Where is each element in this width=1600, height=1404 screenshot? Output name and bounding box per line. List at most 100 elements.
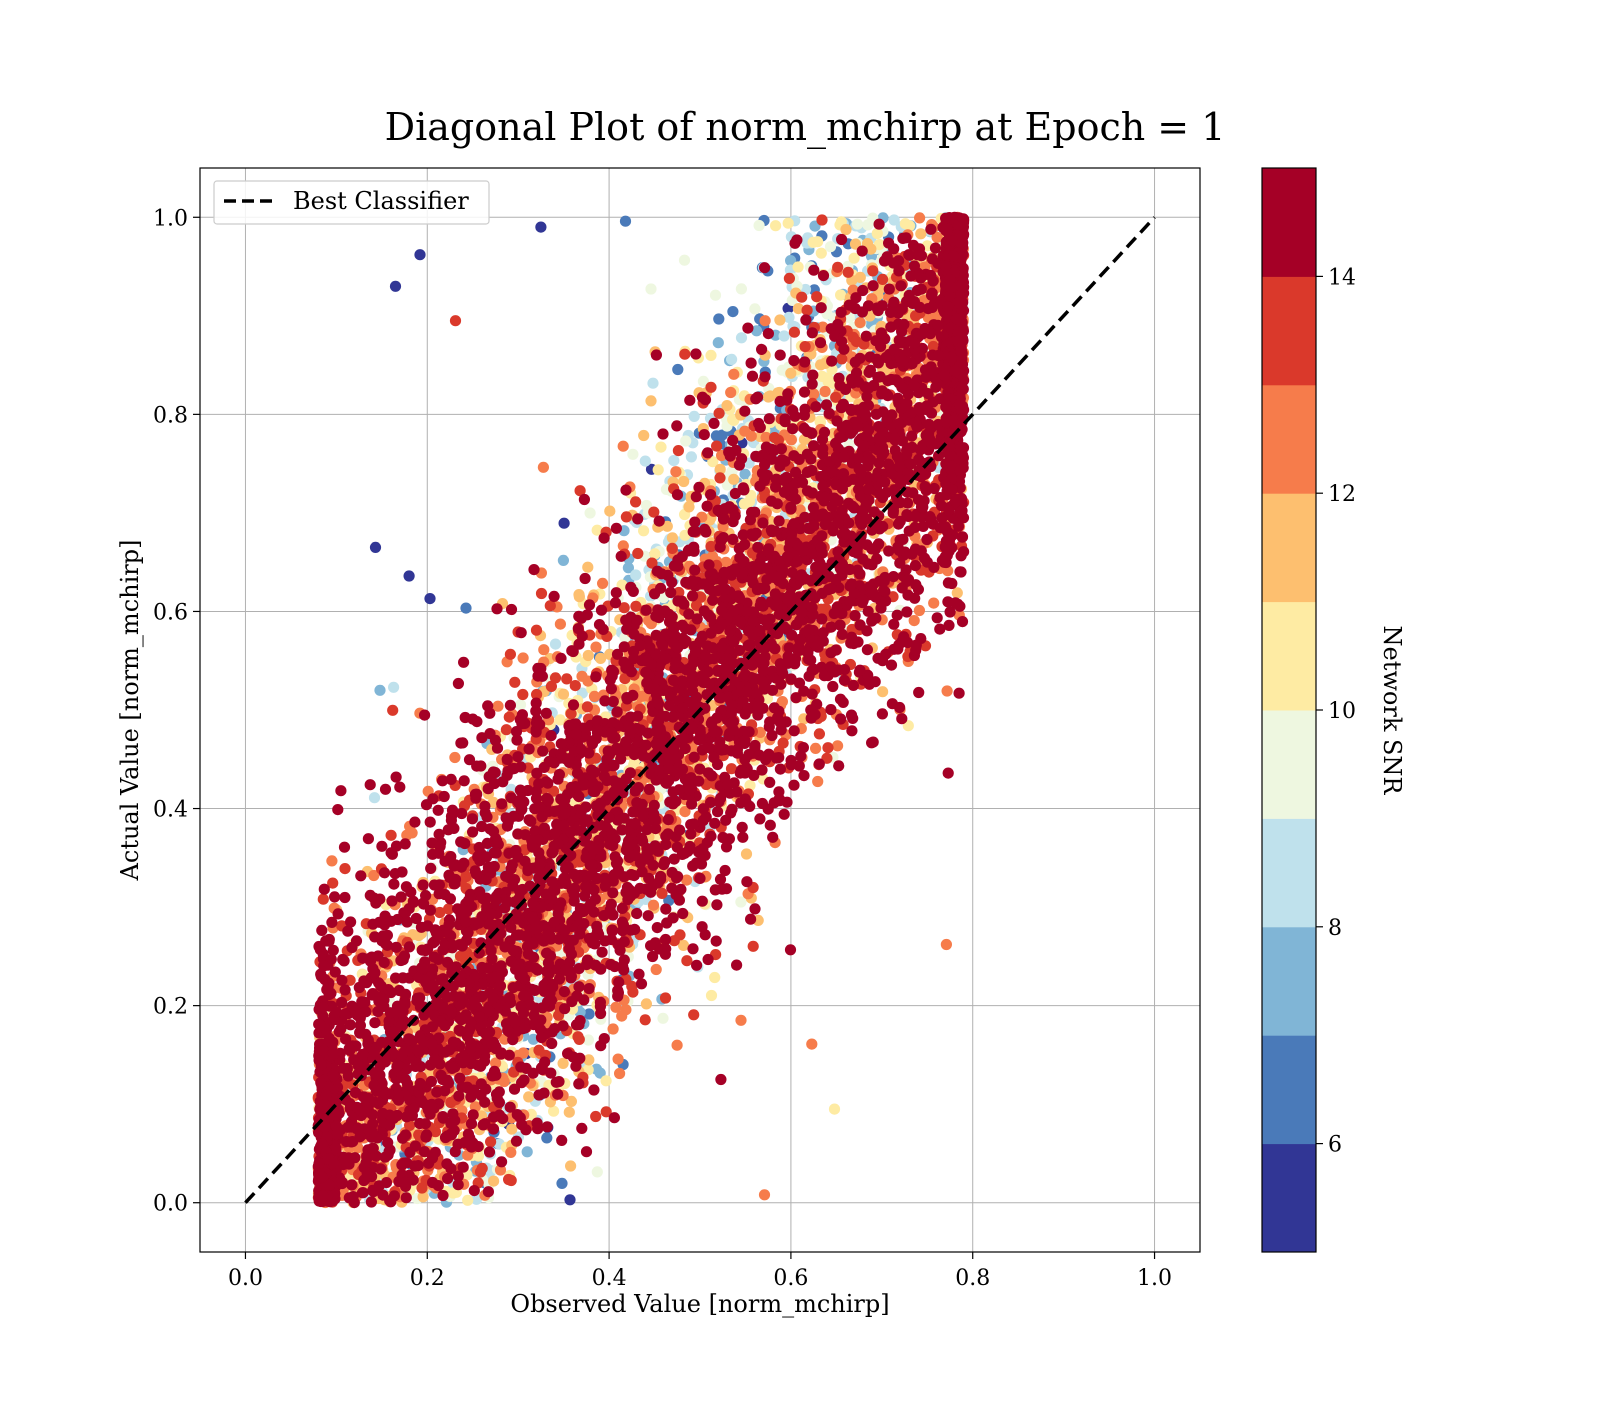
scatter-point xyxy=(404,570,415,581)
scatter-point xyxy=(645,283,656,294)
scatter-point xyxy=(648,900,659,911)
scatter-point xyxy=(414,249,425,260)
scatter-point xyxy=(618,441,629,452)
scatter-point xyxy=(538,644,549,655)
scatter-point xyxy=(573,589,584,600)
scatter-point xyxy=(680,435,691,446)
scatter-point xyxy=(749,303,760,314)
scatter-point xyxy=(711,441,722,452)
scatter-point xyxy=(509,677,520,688)
scatter-point xyxy=(877,686,888,697)
scatter-point xyxy=(941,939,952,950)
scatter-point xyxy=(802,305,813,316)
scatter-point xyxy=(582,701,593,712)
scatter-point xyxy=(638,525,649,536)
scatter-point xyxy=(641,998,652,1009)
scatter-point xyxy=(517,689,528,700)
chart-title: Diagonal Plot of norm_mchirp at Epoch = … xyxy=(385,105,1226,150)
scatter-point xyxy=(370,542,381,553)
scatter-point xyxy=(914,605,925,616)
scatter-point xyxy=(597,578,608,589)
scatter-point xyxy=(558,555,569,566)
scatter-point xyxy=(550,639,561,650)
scatter-point xyxy=(710,290,721,301)
scatter-point xyxy=(714,408,725,419)
scatter-point xyxy=(785,368,796,379)
scatter-point xyxy=(884,284,895,295)
scatter-point xyxy=(627,987,638,998)
scatter-point xyxy=(688,1009,699,1020)
scatter-point xyxy=(592,1166,603,1177)
scatter-point xyxy=(621,511,632,522)
scatter-point xyxy=(679,255,690,266)
scatter-point xyxy=(590,642,601,653)
scatter-point xyxy=(739,498,750,509)
scatter-point xyxy=(667,543,678,554)
scatter-point xyxy=(835,289,846,300)
scatter-point xyxy=(800,341,811,352)
scatter-point xyxy=(488,1176,499,1187)
scatter-point xyxy=(816,248,827,259)
scatter-point xyxy=(672,1040,683,1051)
scatter-point xyxy=(728,474,739,485)
scatter-point xyxy=(501,724,512,735)
scatter-point xyxy=(815,359,826,370)
scatter-point xyxy=(832,740,843,751)
scatter-point xyxy=(689,411,700,422)
scatter-point xyxy=(630,569,641,580)
scatter-point xyxy=(535,222,546,233)
scatter-point xyxy=(668,455,679,466)
scatter-point xyxy=(736,283,747,294)
scatter-point xyxy=(556,1178,567,1189)
scatter-point xyxy=(705,350,716,361)
scatter-point xyxy=(867,265,878,276)
scatter-point xyxy=(877,274,888,285)
scatter-point xyxy=(653,464,664,475)
scatter-point xyxy=(505,649,516,660)
scatter-point xyxy=(439,791,450,802)
scatter-point xyxy=(786,434,797,445)
scatter-point xyxy=(407,827,418,838)
scatter-point xyxy=(914,212,925,223)
scatter-point xyxy=(748,941,759,952)
scatter-point xyxy=(714,472,725,483)
scatter-point xyxy=(741,848,752,859)
scatter-point xyxy=(657,1013,668,1024)
scatter-point xyxy=(840,224,851,235)
scatter-point xyxy=(915,228,926,239)
scatter-point xyxy=(713,313,724,324)
scatter-point xyxy=(390,281,401,292)
scatter-point xyxy=(595,653,606,664)
scatter-point xyxy=(561,673,572,684)
scatter-point xyxy=(836,353,847,364)
scatter-point xyxy=(555,619,566,630)
scatter-point xyxy=(355,870,366,881)
scatter-point xyxy=(681,955,692,966)
scatter-point xyxy=(656,888,667,899)
scatter-point xyxy=(855,317,866,328)
scatter-point xyxy=(736,332,747,343)
scatter-point xyxy=(387,705,398,716)
scatter-point xyxy=(541,1132,552,1143)
scatter-point xyxy=(687,943,698,954)
scatter-point xyxy=(689,565,700,576)
scatter-point xyxy=(670,466,681,477)
scatter-point xyxy=(672,364,683,375)
scatter-point xyxy=(784,273,795,284)
scatter-point xyxy=(928,598,939,609)
scatter-point xyxy=(515,699,526,710)
scatter-point xyxy=(585,507,596,518)
scatter-point xyxy=(583,650,594,661)
scatter-point xyxy=(789,327,800,338)
scatter-point xyxy=(388,682,399,693)
scatter-point xyxy=(822,742,833,753)
scatter-point xyxy=(630,496,641,507)
scatter-point xyxy=(506,1124,517,1135)
scatter-point xyxy=(651,964,662,975)
scatter-point xyxy=(811,291,822,302)
scatter-point xyxy=(952,587,963,598)
scatter-point xyxy=(590,1111,601,1122)
scatter-point xyxy=(601,1075,612,1086)
scatter-point xyxy=(823,376,834,387)
